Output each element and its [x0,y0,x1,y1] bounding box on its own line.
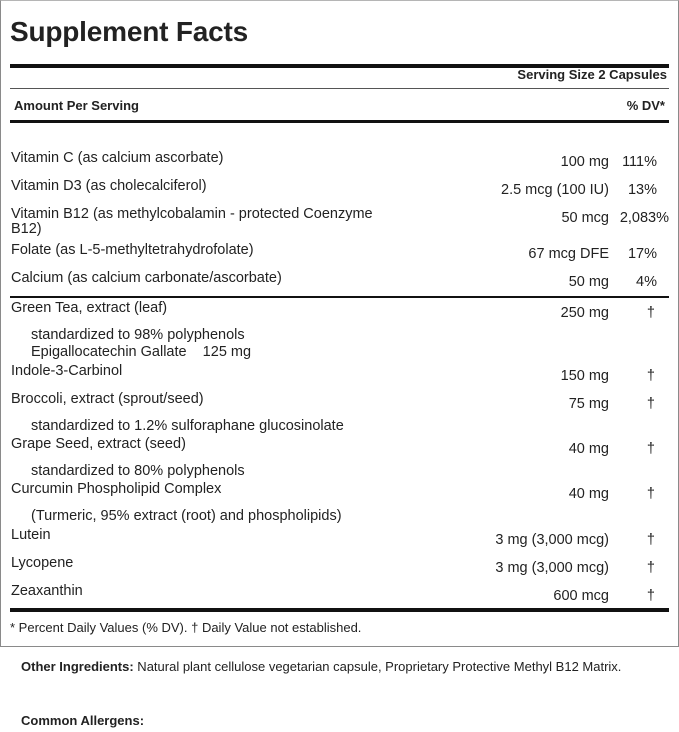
ingredient-amount: 250 mg [560,305,609,321]
other-ingredients-text: Natural plant cellulose vegetarian capsu… [133,659,622,674]
nutrient-amount: 50 mg [568,274,609,290]
dagger-mark: † [646,305,655,321]
nutrient-amount: 100 mg [560,154,609,170]
dagger-mark: † [646,396,655,412]
ingredient-detail: standardized to 1.2% sulforaphane glucos… [31,418,344,434]
nutrient-dv: 17% [627,246,657,262]
title-rule [10,64,669,68]
nutrient-name-continued: B12) [11,221,42,237]
nutrient-dv: 4% [636,274,657,290]
header-rule [10,120,669,123]
dagger-mark: † [646,486,655,502]
nutrient-amount: 50 mcg [561,210,609,226]
dagger-mark: † [646,368,655,384]
nutrient-name: Vitamin D3 (as cholecalciferol) [11,178,207,194]
ingredient-name: Zeaxanthin [11,583,83,599]
dv-header: % DV* [626,98,665,113]
dagger-mark: † [646,532,655,548]
ingredient-name: Grape Seed, extract (seed) [11,436,186,452]
dagger-mark: † [646,441,655,457]
nutrient-name: Folate (as L-5-methyltetrahydrofolate) [11,242,254,258]
other-ingredients-label: Other Ingredients: [21,659,134,674]
common-allergens-label: Common Allergens: [21,713,145,728]
dagger-mark: † [646,588,655,604]
ingredient-name: Broccoli, extract (sprout/seed) [11,391,204,407]
panel-title: Supplement Facts [10,16,248,47]
ingredient-detail: standardized to 98% polyphenols [31,327,245,343]
nutrient-name: Calcium (as calcium carbonate/ascorbate) [11,270,282,286]
ingredient-name: Indole-3-Carbinol [11,363,123,379]
ingredient-detail: (Turmeric, 95% extract (root) and phosph… [31,508,342,524]
ingredient-name: Curcumin Phospholipid Complex [11,481,222,497]
ingredient-name: Lutein [11,527,51,543]
ingredient-amount: 40 mg [568,486,609,502]
nutrient-dv: 2,083% [619,210,669,226]
other-ingredients: Other Ingredients: Natural plant cellulo… [21,656,666,678]
ingredient-amount: 150 mg [560,368,609,384]
ingredient-amount: 40 mg [568,441,609,457]
footnote: * Percent Daily Values (% DV). † Daily V… [10,620,362,635]
amount-per-serving-header: Amount Per Serving [14,98,139,113]
ingredient-name: Lycopene [11,555,74,571]
ingredient-detail: standardized to 80% polyphenols [31,463,245,479]
serving-rule [10,88,669,89]
ingredient-amount: 75 mg [568,396,609,412]
ingredient-detail: Epigallocatechin Gallate 125 mg [31,344,252,360]
ingredient-amount: 3 mg (3,000 mcg) [495,532,609,548]
section-rule [10,296,669,298]
nutrient-dv: 13% [627,182,657,198]
serving-size: Serving Size 2 Capsules [517,67,667,82]
nutrient-amount: 2.5 mcg (100 IU) [501,182,609,198]
nutrient-amount: 67 mcg DFE [528,246,609,262]
nutrient-dv: 111% [622,154,657,170]
bottom-rule [10,608,669,612]
common-allergens: Common Allergens: [21,710,144,732]
nutrient-name: Vitamin C (as calcium ascorbate) [11,150,224,166]
dagger-mark: † [646,560,655,576]
ingredient-amount: 600 mcg [553,588,609,604]
ingredient-name: Green Tea, extract (leaf) [11,300,168,316]
nutrient-name: Vitamin B12 (as methylcobalamin - protec… [11,206,373,222]
ingredient-amount: 3 mg (3,000 mcg) [495,560,609,576]
